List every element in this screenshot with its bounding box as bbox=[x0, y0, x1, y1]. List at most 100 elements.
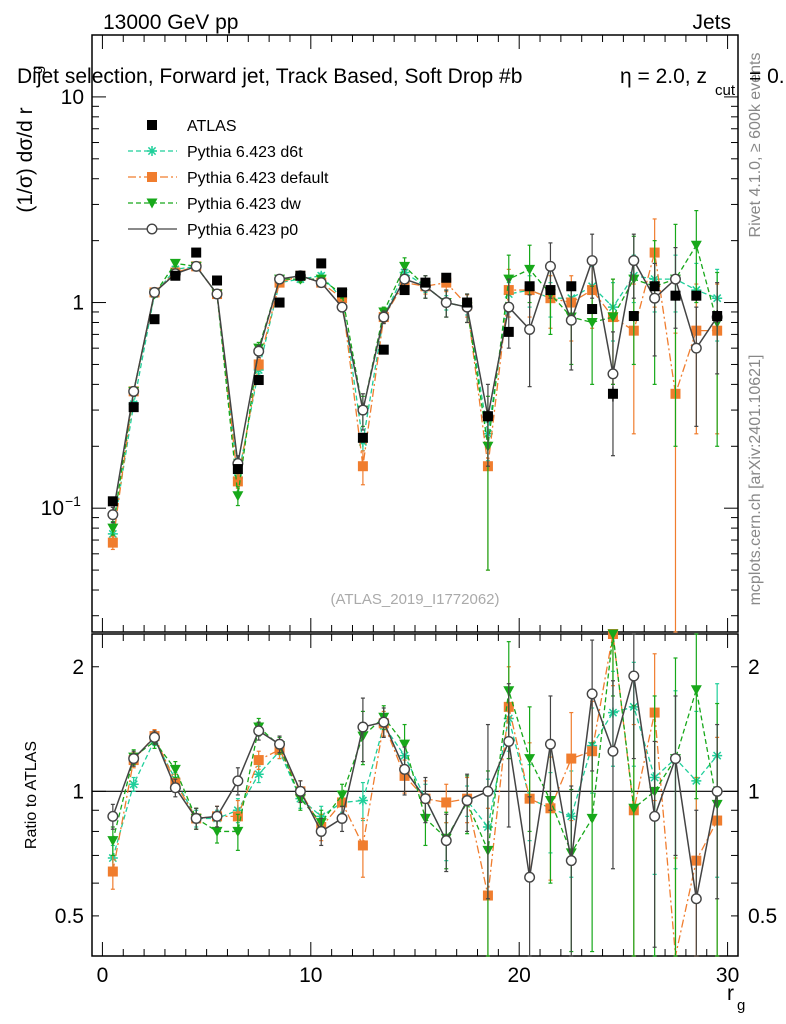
ratio-panel-frame bbox=[91, 633, 739, 957]
data-point bbox=[441, 272, 452, 283]
data-point bbox=[587, 304, 598, 315]
data-point bbox=[274, 273, 286, 285]
data-point bbox=[399, 285, 410, 296]
data-point bbox=[357, 721, 369, 733]
legend-entry: Pythia 6.423 p0 bbox=[187, 222, 298, 239]
data-point bbox=[399, 763, 411, 775]
data-point bbox=[169, 258, 181, 269]
data-point bbox=[357, 461, 368, 472]
y-tick-label: 10 bbox=[61, 86, 84, 109]
y-tick-label-right: 2 bbox=[748, 656, 760, 679]
data-point bbox=[149, 286, 161, 298]
x-tick-label: 0 bbox=[97, 964, 109, 987]
data-point bbox=[566, 753, 577, 764]
series-line bbox=[112, 257, 718, 515]
data-point bbox=[586, 317, 598, 328]
data-point bbox=[690, 893, 702, 905]
data-point bbox=[378, 344, 389, 355]
data-point bbox=[586, 688, 598, 700]
series-data-main bbox=[107, 247, 723, 507]
data-point bbox=[253, 755, 264, 766]
data-point bbox=[190, 812, 202, 824]
legend-entry: Pythia 6.423 default bbox=[187, 170, 329, 187]
legend-marker bbox=[147, 146, 157, 156]
data-point bbox=[378, 311, 390, 323]
data-point bbox=[649, 810, 661, 822]
data-point bbox=[169, 764, 181, 775]
subtitle-eta: η = 2.0, z bbox=[620, 65, 707, 88]
data-point bbox=[211, 826, 223, 837]
data-point bbox=[294, 785, 306, 797]
data-point bbox=[566, 281, 577, 292]
data-point bbox=[295, 270, 306, 281]
data-point bbox=[253, 769, 264, 780]
y-tick-label-right: 1 bbox=[748, 780, 760, 803]
data-point bbox=[670, 290, 681, 301]
data-point bbox=[336, 812, 348, 824]
data-point bbox=[503, 301, 515, 313]
data-point bbox=[649, 292, 661, 304]
data-point bbox=[253, 725, 265, 737]
data-point bbox=[378, 716, 390, 728]
data-point bbox=[628, 311, 639, 322]
data-point bbox=[316, 258, 327, 269]
data-point bbox=[503, 735, 515, 747]
data-point bbox=[169, 782, 181, 794]
x-tick-label: 20 bbox=[508, 964, 531, 987]
y-tick-label: 1 bbox=[72, 780, 84, 803]
data-point bbox=[253, 375, 264, 386]
x-label-text: r bbox=[727, 982, 734, 1005]
data-point bbox=[545, 285, 556, 296]
data-point bbox=[211, 288, 223, 300]
data-point bbox=[399, 261, 411, 272]
data-point bbox=[190, 260, 202, 272]
data-point bbox=[399, 273, 411, 285]
data-point bbox=[607, 368, 619, 380]
data-point bbox=[357, 795, 368, 806]
legend-entry: Pythia 6.423 dw bbox=[187, 196, 301, 213]
y-tick-label: 1 bbox=[72, 292, 84, 315]
legend-entry: Pythia 6.423 d6t bbox=[187, 144, 303, 161]
legend-entry: ATLAS bbox=[187, 118, 237, 135]
data-point bbox=[524, 281, 535, 292]
main-y-label-sub: g bbox=[29, 66, 46, 74]
data-point bbox=[107, 866, 118, 877]
data-point bbox=[482, 411, 493, 422]
data-point bbox=[357, 432, 368, 443]
data-point bbox=[607, 388, 618, 399]
data-point bbox=[253, 345, 265, 357]
data-point bbox=[232, 826, 244, 837]
data-point bbox=[440, 297, 452, 309]
data-point bbox=[149, 314, 160, 325]
data-point bbox=[357, 840, 368, 851]
data-point bbox=[212, 275, 223, 286]
y-tick-label: 0.5 bbox=[55, 905, 84, 928]
x-tick-label: 30 bbox=[716, 964, 739, 987]
legend-marker bbox=[147, 172, 157, 182]
data-point bbox=[441, 797, 452, 808]
y-tick-label: 2 bbox=[72, 656, 84, 679]
data-point bbox=[482, 785, 494, 797]
data-point bbox=[232, 491, 244, 502]
data-point bbox=[628, 670, 640, 682]
data-point bbox=[607, 629, 619, 640]
data-point bbox=[107, 509, 119, 521]
series-line bbox=[112, 633, 718, 855]
data-point bbox=[462, 297, 473, 308]
subtitle-cut-sub: cut bbox=[715, 82, 736, 99]
series-d6t-main bbox=[107, 254, 723, 541]
data-point bbox=[565, 314, 577, 326]
data-point bbox=[128, 779, 139, 790]
data-point bbox=[357, 404, 369, 416]
legend-marker bbox=[147, 120, 157, 130]
data-point bbox=[586, 813, 598, 824]
data-point bbox=[711, 785, 723, 797]
x-tick-label: 10 bbox=[299, 964, 322, 987]
data-point bbox=[607, 745, 619, 757]
ratio-y-axis-label: Ratio to ATLAS bbox=[23, 741, 40, 849]
data-point bbox=[669, 273, 681, 285]
data-point bbox=[128, 753, 140, 765]
y-tick-label-right: 0.5 bbox=[748, 905, 777, 928]
y-tick-label-exponent: −1 bbox=[65, 493, 81, 509]
